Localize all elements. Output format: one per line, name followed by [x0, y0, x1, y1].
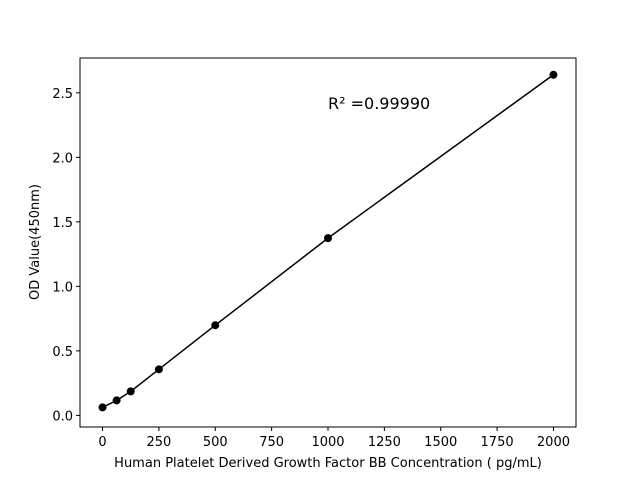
x-tick-label: 1000 — [311, 435, 344, 450]
x-tick-label: 250 — [146, 435, 171, 450]
x-axis-label: Human Platelet Derived Growth Factor BB … — [114, 456, 542, 471]
x-tick-label: 500 — [203, 435, 228, 450]
annotation: R² =0.99990 — [328, 94, 430, 113]
plot-frame — [79, 57, 577, 428]
x-tick-label: 1750 — [481, 435, 514, 450]
x-tick-label: 750 — [259, 435, 284, 450]
y-tick-label: 1.0 — [52, 280, 73, 295]
data-point — [211, 321, 220, 330]
y-axis-label: OD Value(450nm) — [28, 184, 43, 300]
y-tick-label: 2.0 — [52, 151, 73, 166]
data-point — [112, 396, 121, 405]
data-point — [98, 403, 107, 412]
x-tick-label: 2000 — [537, 435, 570, 450]
data-point — [324, 234, 332, 243]
data-point — [549, 70, 558, 79]
data-point — [126, 387, 135, 396]
y-tick-label: 0.5 — [52, 345, 73, 360]
y-tick-label: 2.5 — [52, 87, 73, 102]
y-tick-label: 0.0 — [52, 409, 73, 424]
y-tick-label: 1.5 — [52, 216, 73, 231]
data-point — [154, 365, 163, 374]
x-tick-label: 1250 — [368, 435, 401, 450]
x-tick-label: 0 — [98, 435, 106, 450]
x-tick-label: 1500 — [424, 435, 457, 450]
